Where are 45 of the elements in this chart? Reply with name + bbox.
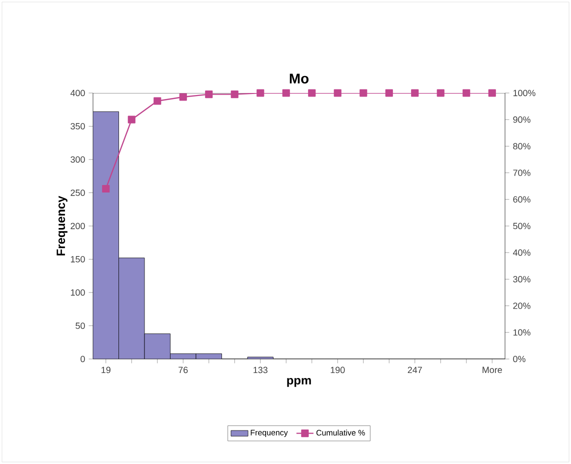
point — [385, 89, 393, 97]
y-tick-label: 100 — [70, 289, 85, 296]
point — [179, 93, 187, 101]
x-tick-label: 190 — [330, 366, 345, 374]
y-tick-label: 0 — [80, 356, 85, 362]
y-tick-label: 350 — [70, 123, 85, 130]
y2-tick-label: 50% — [513, 222, 530, 230]
point — [334, 89, 342, 97]
y-tick-label: 50 — [76, 322, 85, 329]
y2-tick-label: 10% — [513, 329, 530, 336]
x-tick-label: 133 — [254, 366, 268, 374]
point — [488, 89, 496, 97]
point — [360, 89, 368, 97]
y-tick-label: 300 — [70, 156, 85, 163]
point — [205, 90, 213, 98]
y-tick-label: 400 — [70, 90, 85, 96]
point — [154, 97, 162, 105]
point — [230, 90, 238, 98]
x-axis-title: ppm — [287, 378, 311, 387]
point — [128, 116, 136, 124]
y2-tick-label: 30% — [513, 276, 530, 282]
point — [462, 89, 470, 97]
y-tick-label: 250 — [70, 190, 85, 196]
point — [282, 89, 290, 97]
y2-tick-label: 60% — [513, 196, 530, 203]
x-tick-label: More — [482, 366, 502, 374]
x-tick-label: 247 — [408, 366, 422, 374]
y2-tick-label: 20% — [513, 302, 530, 309]
point — [308, 89, 316, 97]
y-tick-label: 150 — [70, 256, 85, 262]
y2-tick-label: 90% — [513, 116, 530, 123]
y-axis-title: Frequency — [56, 196, 68, 256]
y2-tick-label: 0% — [513, 356, 526, 362]
y-tick-label: 200 — [70, 222, 85, 230]
point — [102, 184, 110, 193]
x-tick-label: 19 — [102, 366, 110, 374]
y2-tick-label: 70% — [513, 170, 530, 176]
y2-tick-label: 80% — [513, 143, 530, 150]
point — [411, 89, 419, 97]
y2-tick-label: 40% — [512, 249, 530, 256]
x-tick-label: 76 — [178, 366, 188, 374]
point — [256, 89, 264, 97]
chart-title: Mo — [290, 74, 309, 84]
y2-tick-label: 100% — [513, 90, 536, 96]
point — [436, 89, 444, 97]
